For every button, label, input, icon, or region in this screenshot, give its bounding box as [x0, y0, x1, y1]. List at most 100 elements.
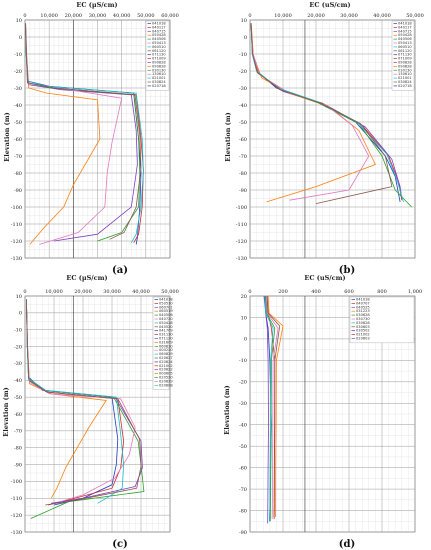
legend-label: 130610 — [152, 72, 166, 76]
legend-label: 090828 — [398, 64, 412, 68]
legend-label: 030628 — [356, 313, 370, 317]
legend-label: 020608 — [159, 383, 173, 387]
y-tick-label: 10 — [16, 294, 22, 300]
legend-label: 061120 — [398, 49, 412, 53]
y-tick-label: -30 — [14, 86, 22, 92]
legend-label: 030824 — [152, 80, 166, 84]
y-tick-label: 10 — [241, 18, 247, 24]
x-tick-label: 50,000 — [406, 13, 424, 19]
legend-label: 020622 — [159, 368, 173, 372]
y-axis-title: Elevation (m) — [3, 112, 11, 161]
y-tick-label: -90 — [239, 530, 247, 536]
legend-label: 040117 — [398, 25, 412, 29]
y-tick-label: 10 — [16, 18, 22, 24]
x-tick-label: 50,000 — [137, 13, 155, 19]
y-tick-label: 0 — [244, 35, 247, 41]
legend-label: 090828 — [152, 61, 166, 65]
y-tick-label: -60 — [14, 137, 22, 143]
y-tick-label: -70 — [239, 487, 247, 493]
legend-label: 021001 — [152, 76, 166, 80]
legend-label: 030502 — [356, 329, 370, 333]
y-tick-label: -110 — [11, 496, 22, 502]
y-tick-label: -40 — [239, 423, 247, 429]
legend-label: 071120 — [159, 337, 173, 341]
y-axis-title: Elevation (m) — [2, 387, 10, 436]
y-tick-label: -10 — [239, 358, 247, 364]
legend-label: 030130 — [398, 68, 412, 72]
y-tick-label: -100 — [236, 205, 247, 211]
y-tick-label: -100 — [11, 479, 22, 485]
legend-label: 040506 — [159, 313, 173, 317]
series-line — [250, 23, 370, 201]
x-axis-title: EC (µS/cm) — [66, 274, 107, 282]
y-tick-label: -20 — [239, 69, 247, 75]
legend-label: 040715 — [398, 29, 412, 33]
y-tick-label: -120 — [11, 513, 22, 519]
y-axis-title: Elevation (m) — [223, 385, 231, 434]
legend-label: 000220 — [159, 348, 173, 352]
legend-label: 040525 — [356, 305, 370, 309]
legend-label: 020718 — [152, 84, 166, 88]
y-tick-label: -40 — [239, 103, 247, 109]
legend-label: 041018 — [398, 22, 412, 26]
y-tick-label: 0 — [19, 311, 22, 317]
x-axis-title: EC (µS/cm) — [76, 1, 117, 9]
legend-label: 071009 — [398, 57, 412, 61]
series-line — [264, 295, 274, 522]
y-tick-label: -10 — [14, 52, 22, 58]
legend-label: 041709 — [159, 329, 173, 333]
legend-label: 050413 — [152, 41, 166, 45]
chart-panel-a: EC (µS/cm) Elevation (m) (a) 0 10,000 20,0… — [3, 1, 179, 276]
series-line — [265, 295, 276, 522]
x-tick-label: 20,000 — [74, 289, 92, 295]
x-tick-label: 0 — [23, 13, 26, 19]
legend-label: 020824 — [159, 360, 173, 364]
y-tick-label: -30 — [239, 86, 247, 92]
legend-label: 050428 — [152, 33, 166, 37]
chart-panel-d: EC (uS/cm) Elevation (m) (d) 0 200 400 600 8… — [223, 274, 422, 550]
panel-label: (b) — [339, 265, 355, 276]
y-tick-label: -90 — [239, 188, 247, 194]
y-tick-label: -50 — [239, 444, 247, 450]
x-axis-title: EC (uS/cm) — [309, 1, 350, 9]
legend-label: 050413 — [398, 41, 412, 45]
y-tick-label: -10 — [14, 328, 22, 334]
legend-label: 040506 — [152, 37, 166, 41]
series-line — [25, 23, 142, 240]
legend-label: 071130 — [152, 53, 166, 57]
legend-label: 040720 — [159, 317, 173, 321]
legend-label: 030130 — [152, 68, 166, 72]
y-tick-label: -120 — [236, 239, 247, 245]
chart-panel-b: EC (uS/cm) Elevation (m) (b) 0 10,000 20,0… — [224, 1, 424, 276]
y-tick-label: -80 — [239, 508, 247, 514]
y-tick-label: -60 — [239, 137, 247, 143]
legend-label: 020829 — [159, 379, 173, 383]
legend-label: 041018 — [152, 22, 166, 26]
legend-label: 060519 — [159, 309, 173, 313]
legend-label: 060510 — [152, 45, 166, 49]
x-tick-label: 0 — [248, 13, 251, 19]
panel-label: (c) — [112, 539, 128, 550]
legend-label: 071009 — [152, 57, 166, 61]
legend-label: 030824 — [398, 80, 412, 84]
legend-label: 040707 — [356, 301, 370, 305]
x-tick-label: 10,000 — [40, 13, 58, 19]
y-tick-label: -110 — [11, 222, 22, 228]
legend-label: 021002 — [356, 333, 370, 337]
legend-label: 041018 — [159, 298, 173, 302]
x-tick-label: 10,000 — [274, 13, 292, 19]
y-tick-label: -110 — [236, 222, 247, 228]
y-tick-label: 0 — [244, 337, 247, 343]
series-line — [266, 295, 279, 520]
panel-label: (a) — [112, 265, 128, 276]
legend-label: 060701 — [159, 305, 173, 309]
x-tick-label: 40,000 — [132, 289, 150, 295]
legend-label: 040117 — [152, 25, 166, 29]
y-tick-label: -70 — [14, 154, 22, 160]
legend-label: 130610 — [398, 72, 412, 76]
legend-label: 020520 — [159, 376, 173, 380]
y-tick-label: -30 — [14, 361, 22, 367]
legend-label: 050510 — [159, 301, 173, 305]
panel-label: (d) — [339, 539, 355, 550]
y-tick-label: -20 — [14, 344, 22, 350]
